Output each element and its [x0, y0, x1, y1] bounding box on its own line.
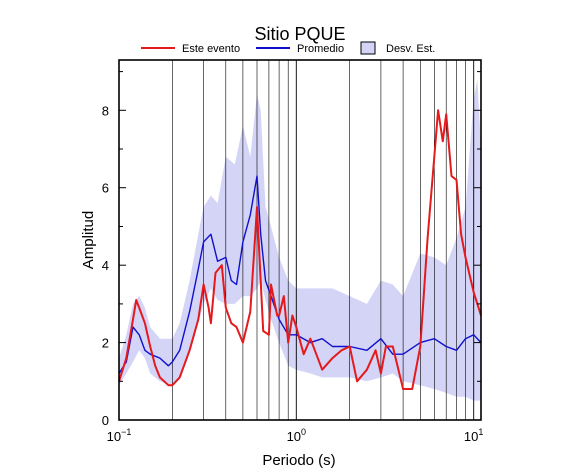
y-axis-label: Amplitud — [80, 211, 97, 269]
chart-title: Sitio PQUE — [254, 24, 345, 44]
legend-label-promedio: Promedio — [297, 43, 344, 55]
legend-swatch-desv-est- — [360, 41, 376, 55]
series-line-promedio — [118, 175, 482, 374]
std-band — [119, 79, 481, 401]
legend: Este evento Promedio Desv. Est. — [141, 41, 435, 55]
x-tick-label: 10−1 — [107, 427, 132, 444]
y-tick-label: 2 — [102, 336, 109, 351]
series-line-este-evento — [118, 109, 482, 390]
y-tick-label: 4 — [102, 258, 109, 273]
y-tick-label: 0 — [102, 413, 109, 428]
x-tick-label: 100 — [287, 427, 306, 444]
std-band-layer — [119, 79, 481, 401]
tick-label-layer: 0 2 4 6 8 10−1 100 101 — [102, 103, 484, 444]
plot-frame — [118, 59, 482, 421]
series-layer — [118, 109, 482, 390]
legend-label-desv-est-: Desv. Est. — [386, 43, 435, 55]
y-tick-label: 8 — [102, 103, 109, 118]
frame-layer — [118, 59, 482, 421]
x-tick-label: 101 — [464, 427, 483, 444]
y-tick-label: 6 — [102, 181, 109, 196]
legend-label-este-evento: Este evento — [182, 43, 240, 55]
x-axis-label: Periodo (s) — [262, 452, 335, 469]
